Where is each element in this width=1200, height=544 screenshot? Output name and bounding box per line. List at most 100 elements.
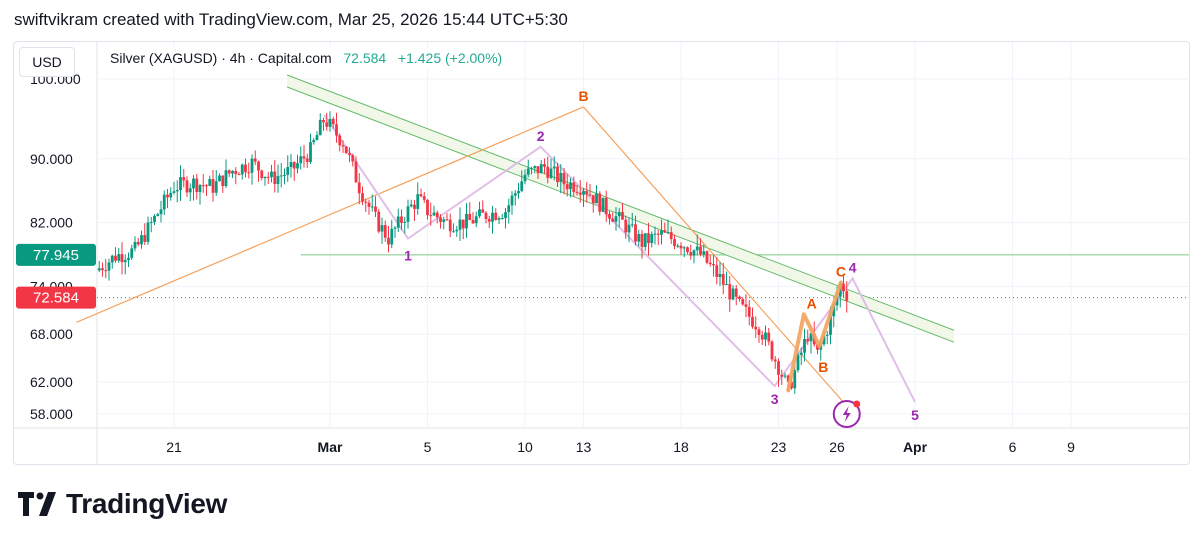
candle-body xyxy=(712,264,715,266)
candle-body xyxy=(653,233,657,235)
candle-body xyxy=(439,217,442,222)
candle-body xyxy=(549,168,553,178)
tradingview-logo-icon xyxy=(18,492,56,516)
x-tick-label: Mar xyxy=(318,439,343,455)
candle-body xyxy=(198,185,202,193)
candle-body xyxy=(195,178,199,193)
candle-body xyxy=(364,201,368,203)
candle-body xyxy=(481,209,485,213)
candle-body xyxy=(218,175,221,182)
abc-correction-line xyxy=(76,106,584,323)
candle-body xyxy=(627,224,631,233)
candle-body xyxy=(244,164,247,173)
candle-body xyxy=(721,273,725,285)
y-tick-label: 82.000 xyxy=(30,215,73,231)
candle-body xyxy=(351,155,355,162)
price-badge-label: 72.584 xyxy=(33,290,79,307)
candle-body xyxy=(250,158,254,173)
candle-body xyxy=(569,182,572,190)
candle-body xyxy=(302,156,306,159)
candle-body xyxy=(572,182,576,192)
candle-body xyxy=(624,219,628,233)
candle-body xyxy=(101,268,104,271)
candle-body xyxy=(110,255,114,263)
candle-body xyxy=(507,205,511,213)
y-tick-label: 58.000 xyxy=(30,406,73,422)
candle-body xyxy=(192,178,195,189)
candle-body xyxy=(390,228,394,245)
candle-body xyxy=(604,197,608,215)
candle-body xyxy=(656,233,660,235)
candle-body xyxy=(520,181,524,191)
candle-body xyxy=(221,175,225,187)
candle-body xyxy=(162,194,166,210)
candle-body xyxy=(383,225,387,238)
tradingview-logo-text: TradingView xyxy=(66,488,228,519)
candle-body xyxy=(474,216,478,224)
candle-body xyxy=(205,185,208,187)
candle-body xyxy=(432,212,436,216)
wave-label-purple: 3 xyxy=(771,391,779,407)
candle-body xyxy=(725,284,728,286)
candle-body xyxy=(426,199,429,216)
candle-body xyxy=(146,222,150,242)
price-chart[interactable]: 100.00090.00082.00074.00068.00062.00058.… xyxy=(14,42,1189,464)
candle-body xyxy=(643,233,647,247)
candle-body xyxy=(370,206,374,208)
candle-body xyxy=(770,341,774,360)
candle-body xyxy=(585,191,589,195)
elliott-wave-path xyxy=(323,114,916,403)
trend-channel-fill xyxy=(287,75,955,343)
candle-body xyxy=(357,182,361,194)
tradingview-logo[interactable]: TradingView xyxy=(18,488,227,520)
candle-body xyxy=(263,176,267,179)
candle-body xyxy=(715,265,719,277)
candle-body xyxy=(588,194,592,196)
candle-body xyxy=(409,204,413,207)
candle-body xyxy=(123,259,127,263)
candle-body xyxy=(292,162,296,169)
candle-body xyxy=(598,193,602,212)
candle-body xyxy=(283,174,286,176)
candle-body xyxy=(559,172,563,183)
candle-body xyxy=(510,195,514,206)
price-badge xyxy=(16,286,96,309)
candle-body xyxy=(543,164,546,167)
candle-body xyxy=(734,288,738,297)
x-tick-label: 9 xyxy=(1067,439,1075,455)
candle-body xyxy=(188,188,192,193)
candle-body xyxy=(689,252,693,256)
candle-body xyxy=(601,197,605,212)
candle-body xyxy=(679,245,683,249)
candle-body xyxy=(338,135,342,146)
candle-body xyxy=(331,118,335,125)
chart-area[interactable]: 100.000 90.000 82.000 74.000 68.000 62.000 58.… xyxy=(13,41,1190,465)
candle-body xyxy=(253,158,257,162)
candle-body xyxy=(744,304,748,307)
candle-body xyxy=(289,162,293,168)
candle-body xyxy=(452,231,455,233)
candle-body xyxy=(348,153,351,156)
candle-body xyxy=(322,119,325,123)
candle-body xyxy=(396,216,400,228)
currency-button[interactable]: USD xyxy=(19,47,75,77)
candle-body xyxy=(773,359,777,362)
x-tick-label: 18 xyxy=(673,439,689,455)
candle-body xyxy=(669,232,673,240)
candle-body xyxy=(114,255,117,261)
candle-body xyxy=(799,352,803,355)
x-tick-label: 26 xyxy=(829,439,845,455)
candle-body xyxy=(104,270,108,272)
candle-body xyxy=(354,161,358,183)
candle-body xyxy=(513,193,517,196)
last-price-value: 72.584 xyxy=(343,50,387,66)
candle-body xyxy=(754,326,758,330)
candle-body xyxy=(312,140,316,143)
candle-body xyxy=(832,305,836,317)
candle-body xyxy=(133,241,137,249)
candle-body xyxy=(825,334,829,336)
candle-body xyxy=(741,298,745,305)
candle-body xyxy=(286,167,290,175)
candle-body xyxy=(182,177,186,181)
candle-body xyxy=(575,191,579,193)
